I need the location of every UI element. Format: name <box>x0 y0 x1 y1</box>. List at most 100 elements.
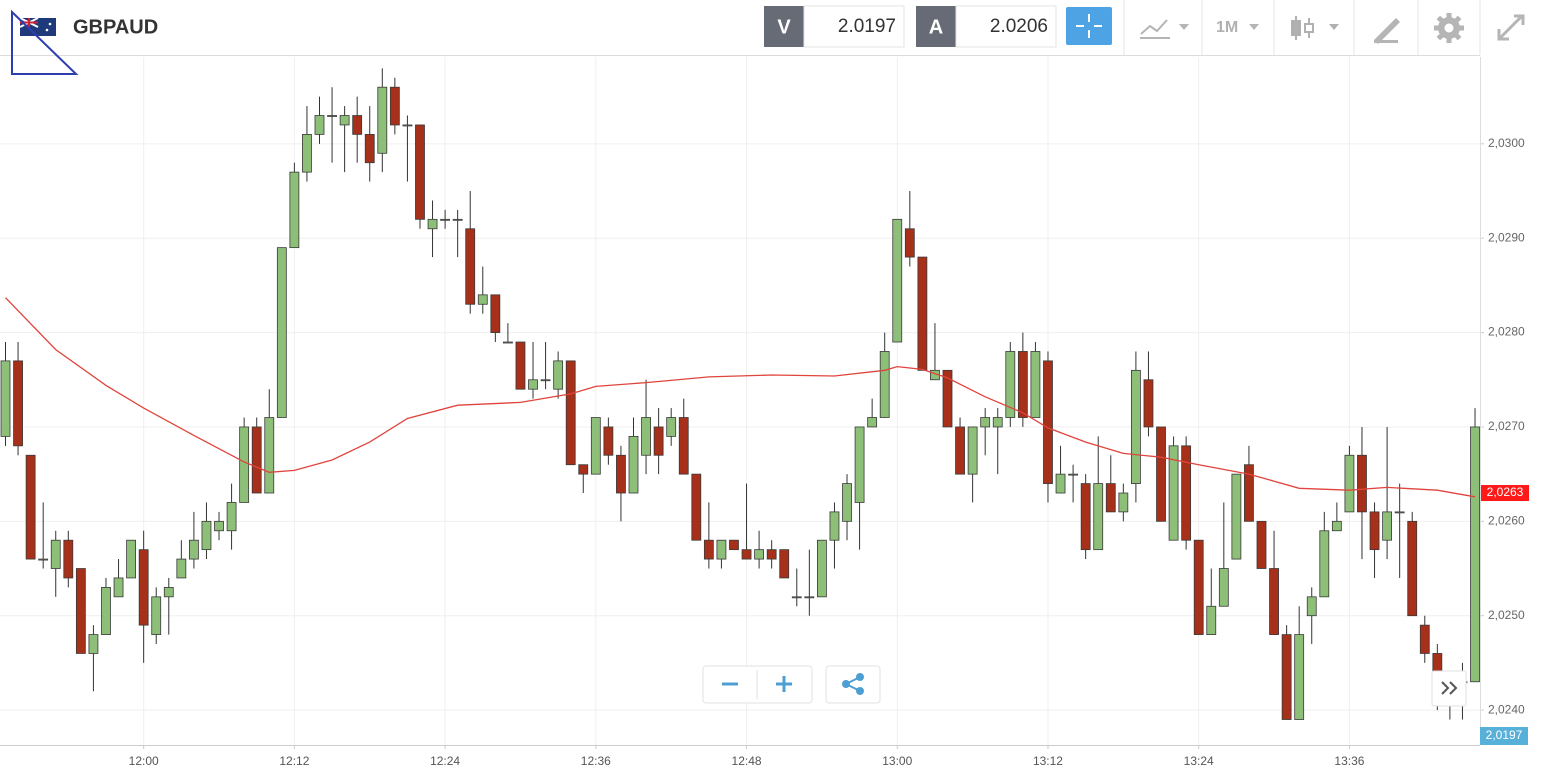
candle-body <box>502 341 513 344</box>
candle-body <box>678 417 689 475</box>
candle-body <box>239 426 250 503</box>
crosshair-button[interactable] <box>1066 7 1112 45</box>
candle-body <box>50 539 61 569</box>
x-tick-label: 12:12 <box>279 754 309 768</box>
candle-body <box>729 539 739 551</box>
y-tick-label: 2,0290 <box>1488 230 1525 244</box>
candle-body <box>804 596 815 599</box>
candle-body <box>1156 426 1166 522</box>
candle-body <box>1281 634 1292 720</box>
candle-body <box>1043 360 1053 484</box>
candle-body <box>1394 511 1405 514</box>
sell-button[interactable]: V 2.0197 <box>764 5 905 48</box>
x-tick-label: 12:36 <box>581 754 611 768</box>
settings-button[interactable] <box>1434 13 1464 43</box>
candle-body <box>716 539 727 560</box>
y-tick-label: 2,0270 <box>1488 419 1525 433</box>
candle-body <box>1269 568 1279 635</box>
candle-body <box>402 124 413 127</box>
candle-body <box>302 133 312 173</box>
candle-body <box>101 586 111 635</box>
ma-price-label: 2,0263 <box>1487 485 1524 499</box>
buy-button[interactable]: A 2.0206 <box>916 5 1057 48</box>
candle-body <box>1193 539 1204 635</box>
candle-body <box>766 549 777 560</box>
candle-body <box>992 417 1003 428</box>
candle-type-button[interactable] <box>1291 16 1339 40</box>
candle-body <box>1470 426 1480 683</box>
candle-body <box>25 454 36 560</box>
candle-body <box>754 549 764 560</box>
candle-body <box>289 171 300 249</box>
candle-body <box>616 454 626 494</box>
candle-body <box>214 520 224 532</box>
draw-tools-button[interactable] <box>1374 18 1400 44</box>
candle-body <box>653 426 664 456</box>
candle-body <box>163 586 174 598</box>
candle-body <box>565 360 576 466</box>
candle-body <box>1131 369 1141 484</box>
timeframe-button[interactable]: 1M <box>1216 19 1259 36</box>
candle-body <box>1118 492 1129 513</box>
zoom-in-button[interactable] <box>776 676 792 692</box>
scroll-to-end-button[interactable] <box>1431 670 1467 707</box>
candle-body <box>63 539 74 579</box>
candle-body <box>364 133 375 164</box>
bid-price-box <box>1480 727 1528 745</box>
candle-body <box>113 577 124 598</box>
candle-body <box>138 549 149 626</box>
candle-body <box>892 218 903 343</box>
x-tick-label: 12:00 <box>129 754 159 768</box>
candle-body <box>1206 605 1217 635</box>
candle-body <box>151 596 162 635</box>
candle-body <box>854 426 865 503</box>
candle-body <box>38 558 49 561</box>
flag <box>19 17 56 36</box>
ma-price-box <box>1481 485 1529 502</box>
chart-type-button[interactable] <box>1140 19 1189 39</box>
candle-body <box>13 360 23 447</box>
x-tick-label: 12:24 <box>430 754 460 768</box>
y-tick-label: 2,0280 <box>1488 325 1525 339</box>
candle-body <box>515 341 526 390</box>
candle-body <box>1382 511 1392 541</box>
buy-price: 2.0206 <box>990 16 1048 37</box>
candle-body <box>1105 483 1116 513</box>
candle-body <box>1168 445 1179 541</box>
plot-area: 2,0240 2,0250 2,0260 2,0270 2,0280 2,0290 2,03… <box>0 57 1525 768</box>
candle-body <box>276 247 287 418</box>
candle-body <box>201 520 212 551</box>
candle-body <box>1231 473 1242 560</box>
candle-body <box>867 417 878 428</box>
candle-body <box>477 294 488 305</box>
share-button[interactable] <box>825 665 881 704</box>
x-tick-label: 13:36 <box>1334 754 1364 768</box>
candle-body <box>1407 520 1418 617</box>
x-tick-label: 13:00 <box>882 754 912 768</box>
toolbar-separators <box>1123 0 1481 55</box>
fullscreen-button[interactable] <box>1497 14 1525 41</box>
candle-body <box>176 558 187 579</box>
candle-body <box>188 539 199 560</box>
candle-body <box>917 256 928 371</box>
candle-body <box>528 379 538 390</box>
sell-price: 2.0197 <box>838 16 896 37</box>
x-tick-label: 13:12 <box>1033 754 1063 768</box>
candle-body <box>817 539 827 598</box>
moving-average <box>5 297 1476 498</box>
candle-body <box>1244 464 1254 522</box>
candle-body <box>1068 473 1078 476</box>
candle-body <box>314 115 325 135</box>
y-tick-label: 2,0240 <box>1488 702 1525 716</box>
candle-body <box>1357 454 1367 513</box>
candle-body <box>75 568 86 654</box>
corner-marker <box>11 9 79 75</box>
candle-body <box>327 115 337 117</box>
candle-body <box>1030 351 1041 418</box>
candle-body <box>415 124 425 220</box>
candle-body <box>553 360 564 390</box>
zoom-controls <box>702 665 813 704</box>
candle-body <box>1319 530 1330 598</box>
y-tick-label: 2,0300 <box>1488 136 1525 150</box>
